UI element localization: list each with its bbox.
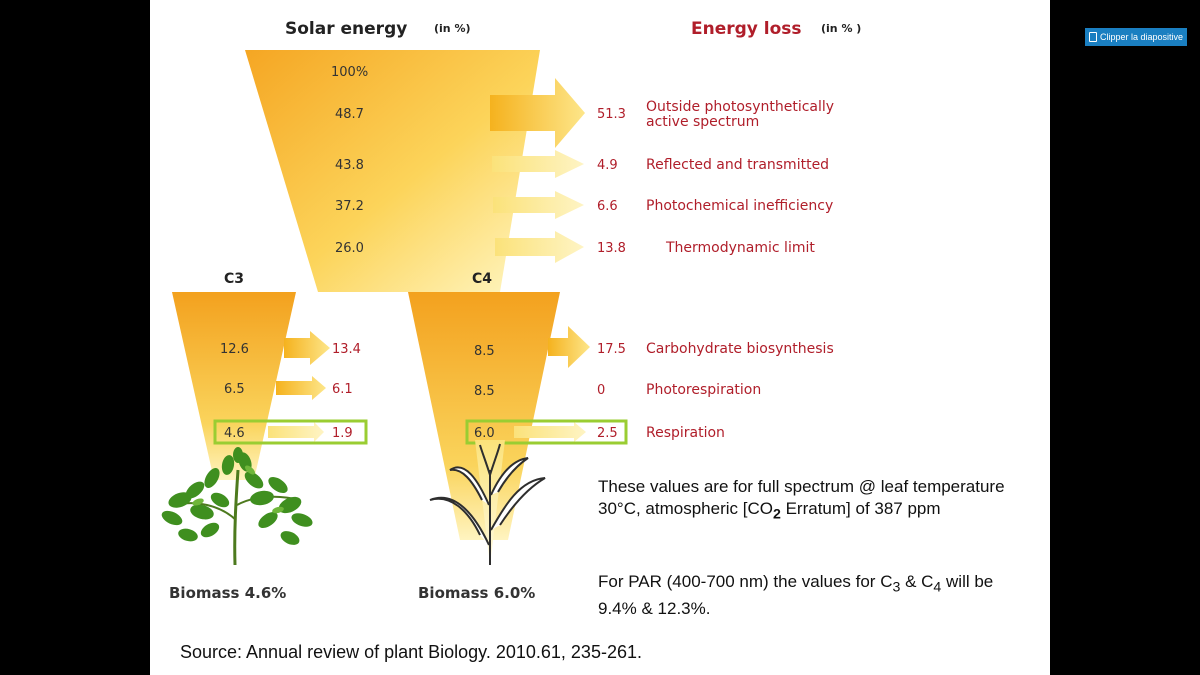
c4-label: C4 bbox=[472, 271, 492, 287]
c3-respiration-highlight bbox=[213, 419, 368, 445]
c3-label: C3 bbox=[224, 271, 244, 287]
c4-value-6-0: 6.0 bbox=[474, 426, 495, 441]
c4-loss-arrow-3 bbox=[514, 422, 586, 442]
solar-value-48-7: 48.7 bbox=[335, 107, 364, 122]
c3-biomass-label: Biomass 4.6% bbox=[169, 584, 286, 602]
c3-loss-1-9: 1.9 bbox=[332, 426, 353, 441]
c4-funnel bbox=[408, 292, 560, 540]
c4-respiration-highlight bbox=[465, 419, 628, 445]
solar-value-43-8: 43.8 bbox=[335, 158, 364, 173]
solar-energy-unit: (in %) bbox=[434, 22, 471, 35]
clip-slide-button[interactable]: Clipper la diapositive bbox=[1085, 28, 1187, 46]
c3-loss-arrow-3 bbox=[268, 422, 324, 442]
loss-arrow-spectrum bbox=[490, 78, 585, 148]
c4-plant-illustration bbox=[429, 440, 546, 565]
c4-loss-0: 0 bbox=[597, 383, 605, 398]
energy-loss-title: Energy loss bbox=[691, 19, 802, 39]
c4-value-8-5-a: 8.5 bbox=[474, 344, 495, 359]
note-full-spectrum: These values are for full spectrum @ lea… bbox=[598, 477, 1005, 523]
loss-value-13-8: 13.8 bbox=[597, 241, 626, 256]
c3-plant-illustration bbox=[161, 447, 313, 566]
c3-loss-6-1: 6.1 bbox=[332, 382, 353, 397]
energy-flow-diagram: Solar energy (in %) Energy loss (in % ) … bbox=[161, 19, 861, 602]
c3-funnel bbox=[172, 292, 296, 480]
c3-loss-arrow-2 bbox=[276, 376, 326, 400]
loss-value-51-3: 51.3 bbox=[597, 107, 626, 122]
c3-loss-13-4: 13.4 bbox=[332, 342, 361, 357]
c3-value-12-6: 12.6 bbox=[220, 342, 249, 357]
c4-label-carbohydrate: Carbohydrate biosynthesis bbox=[646, 341, 834, 357]
loss-label-photochemical: Photochemical inefficiency bbox=[646, 198, 833, 214]
c3-value-6-5: 6.5 bbox=[224, 382, 245, 397]
source-citation: Source: Annual review of plant Biology. … bbox=[180, 642, 642, 662]
c4-loss-arrow-1 bbox=[548, 326, 590, 368]
c4-value-8-5-b: 8.5 bbox=[474, 384, 495, 399]
solar-value-26-0: 26.0 bbox=[335, 241, 364, 256]
c4-label-photorespiration: Photorespiration bbox=[646, 382, 761, 398]
c4-loss-2-5: 2.5 bbox=[597, 426, 618, 441]
loss-arrow-reflected bbox=[492, 150, 584, 178]
note-par: For PAR (400-700 nm) the values for C3 &… bbox=[598, 572, 994, 619]
solar-value-37-2: 37.2 bbox=[335, 199, 364, 214]
clip-slide-label: Clipper la diapositive bbox=[1099, 32, 1184, 42]
solar-value-100: 100% bbox=[331, 65, 368, 80]
c4-loss-17-5: 17.5 bbox=[597, 342, 626, 357]
c4-biomass-label: Biomass 6.0% bbox=[418, 584, 535, 602]
loss-value-6-6: 6.6 bbox=[597, 199, 618, 214]
loss-label-thermodynamic: Thermodynamic limit bbox=[665, 240, 815, 256]
slide: Solar energy (in %) Energy loss (in % ) … bbox=[150, 0, 1050, 675]
energy-loss-unit: (in % ) bbox=[821, 22, 861, 35]
loss-value-4-9: 4.9 bbox=[597, 158, 618, 173]
solar-energy-title: Solar energy bbox=[285, 19, 407, 39]
loss-arrow-photochemical bbox=[493, 191, 584, 219]
c3-loss-arrow-1 bbox=[284, 331, 330, 365]
clip-icon bbox=[1088, 32, 1097, 42]
loss-label-spectrum-2: active spectrum bbox=[646, 114, 759, 130]
loss-label-spectrum-1: Outside photosynthetically bbox=[646, 99, 834, 115]
loss-label-reflected: Reflected and transmitted bbox=[646, 157, 829, 173]
c4-label-respiration: Respiration bbox=[646, 425, 725, 441]
solar-funnel bbox=[245, 50, 540, 292]
loss-arrow-thermodynamic bbox=[495, 231, 584, 263]
c3-value-4-6: 4.6 bbox=[224, 426, 245, 441]
